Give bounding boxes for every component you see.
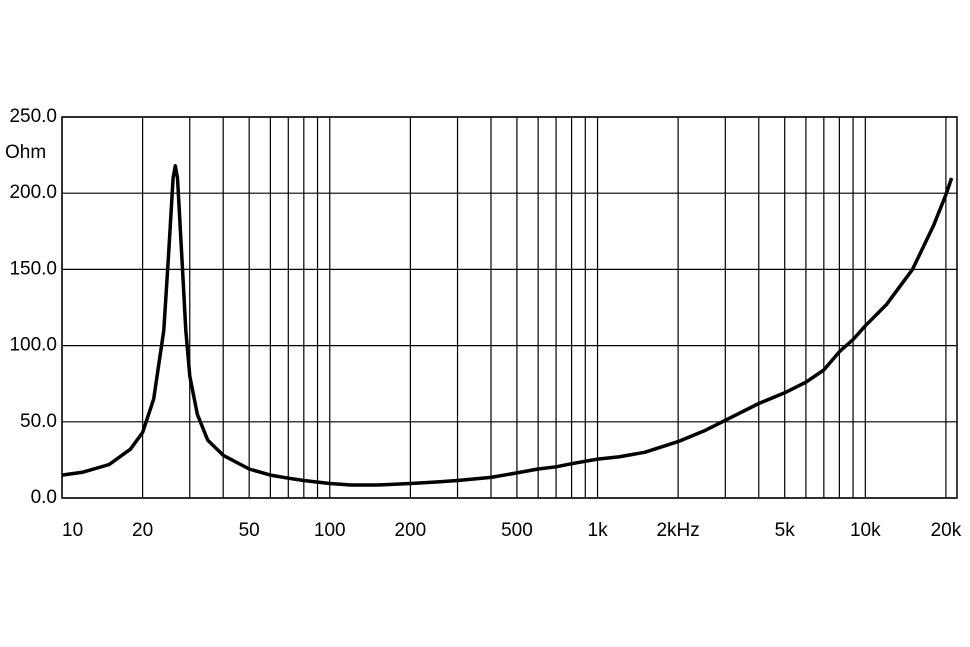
x-tick-label: 1k bbox=[588, 520, 609, 541]
x-tick-label: 100 bbox=[314, 520, 346, 541]
x-tick-label: 20k bbox=[931, 520, 962, 541]
y-tick-label: 0.0 bbox=[31, 487, 57, 508]
impedance-curve bbox=[61, 164, 954, 487]
plot-frame bbox=[61, 116, 958, 499]
x-tick-label: 500 bbox=[501, 520, 533, 541]
x-tick-label: 200 bbox=[395, 520, 427, 541]
y-axis-label: Ohm bbox=[5, 142, 46, 163]
x-tick-label: 50 bbox=[239, 520, 260, 541]
x-tick-label: 20 bbox=[132, 520, 153, 541]
x-tick-label: 5k bbox=[775, 520, 796, 541]
x-tick-label: 10k bbox=[850, 520, 881, 541]
x-tick-label: 2kHz bbox=[656, 520, 699, 541]
y-tick-label: 150.0 bbox=[9, 258, 57, 279]
y-tick-label: 100.0 bbox=[9, 335, 57, 356]
y-tick-label: 250.0 bbox=[9, 106, 57, 127]
y-tick-label: 50.0 bbox=[20, 411, 57, 432]
x-tick-label: 10 bbox=[62, 520, 83, 541]
y-tick-label: 200.0 bbox=[9, 182, 57, 203]
